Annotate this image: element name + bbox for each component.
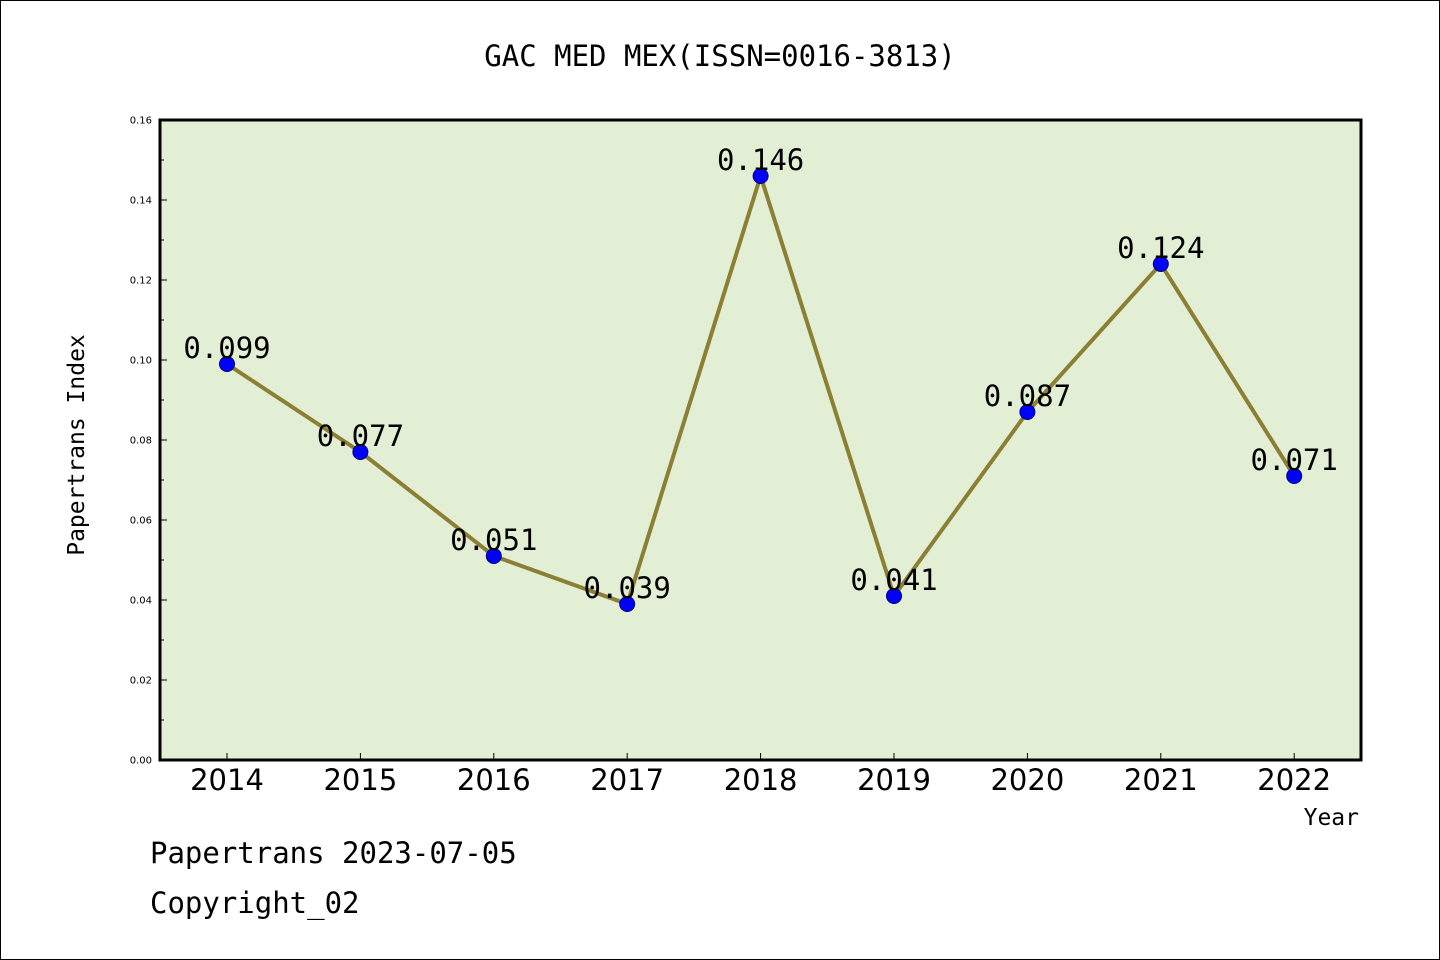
- data-point: [752, 168, 769, 184]
- data-labels: 0.099 0.077 0.051 0.039 0.146 0.041 0.087 0.124…: [183, 143, 1338, 605]
- x-tick-label: 2018: [724, 763, 798, 797]
- x-axis: 2014 2015 2016 2017 2018 2019 2020 2021 2022: [190, 753, 1331, 797]
- x-tick-label: 2015: [323, 763, 397, 797]
- y-tick-label: 0.14: [130, 196, 152, 207]
- x-tick-label: 2020: [990, 763, 1064, 797]
- data-label: 0.124: [1117, 231, 1204, 265]
- x-tick-label: 2017: [590, 763, 664, 797]
- data-label: 0.071: [1251, 443, 1338, 477]
- plot-area: [158, 118, 1363, 762]
- data-point: [219, 356, 235, 372]
- data-label: 0.087: [984, 379, 1071, 413]
- data-point: [1019, 404, 1036, 420]
- data-label: 0.099: [183, 331, 270, 365]
- x-tick-label: 2022: [1257, 763, 1331, 797]
- x-tick-label: 2019: [857, 763, 931, 797]
- y-tick-label: 0.08: [130, 436, 152, 447]
- x-tick-label: 2021: [1124, 763, 1198, 797]
- x-axis-label: Year: [1304, 805, 1359, 831]
- data-point: [619, 596, 636, 612]
- y-axis: 0.00 0.02 0.04 0.06 0.08 0.10 0.12 0.14 0.16: [130, 116, 167, 767]
- y-axis-label: Papertrans Index: [64, 334, 90, 556]
- data-label: 0.039: [584, 571, 671, 605]
- y-tick-label: 0.10: [130, 356, 152, 367]
- footer-date: Papertrans 2023-07-05: [150, 836, 517, 870]
- y-tick-label: 0.04: [130, 596, 152, 607]
- data-label: 0.146: [717, 143, 804, 177]
- series-markers: [219, 168, 1303, 612]
- footer-copyright: Copyright_02: [150, 886, 360, 920]
- data-label: 0.077: [317, 419, 404, 453]
- x-tick-label: 2014: [190, 763, 264, 797]
- data-label: 0.041: [850, 563, 937, 597]
- y-tick-label: 0.16: [130, 116, 152, 127]
- y-tick-label: 0.00: [130, 756, 152, 767]
- y-tick-label: 0.12: [130, 276, 152, 287]
- data-point: [886, 588, 902, 604]
- chart-title: GAC MED MEX(ISSN=0016-3813): [484, 39, 955, 73]
- data-point: [485, 548, 502, 564]
- data-point: [1286, 468, 1303, 484]
- data-label: 0.051: [450, 523, 537, 557]
- y-tick-label: 0.06: [130, 516, 152, 527]
- y-tick-label: 0.02: [130, 676, 152, 687]
- x-tick-label: 2016: [457, 763, 531, 797]
- data-point: [352, 444, 369, 460]
- data-point: [1152, 256, 1169, 272]
